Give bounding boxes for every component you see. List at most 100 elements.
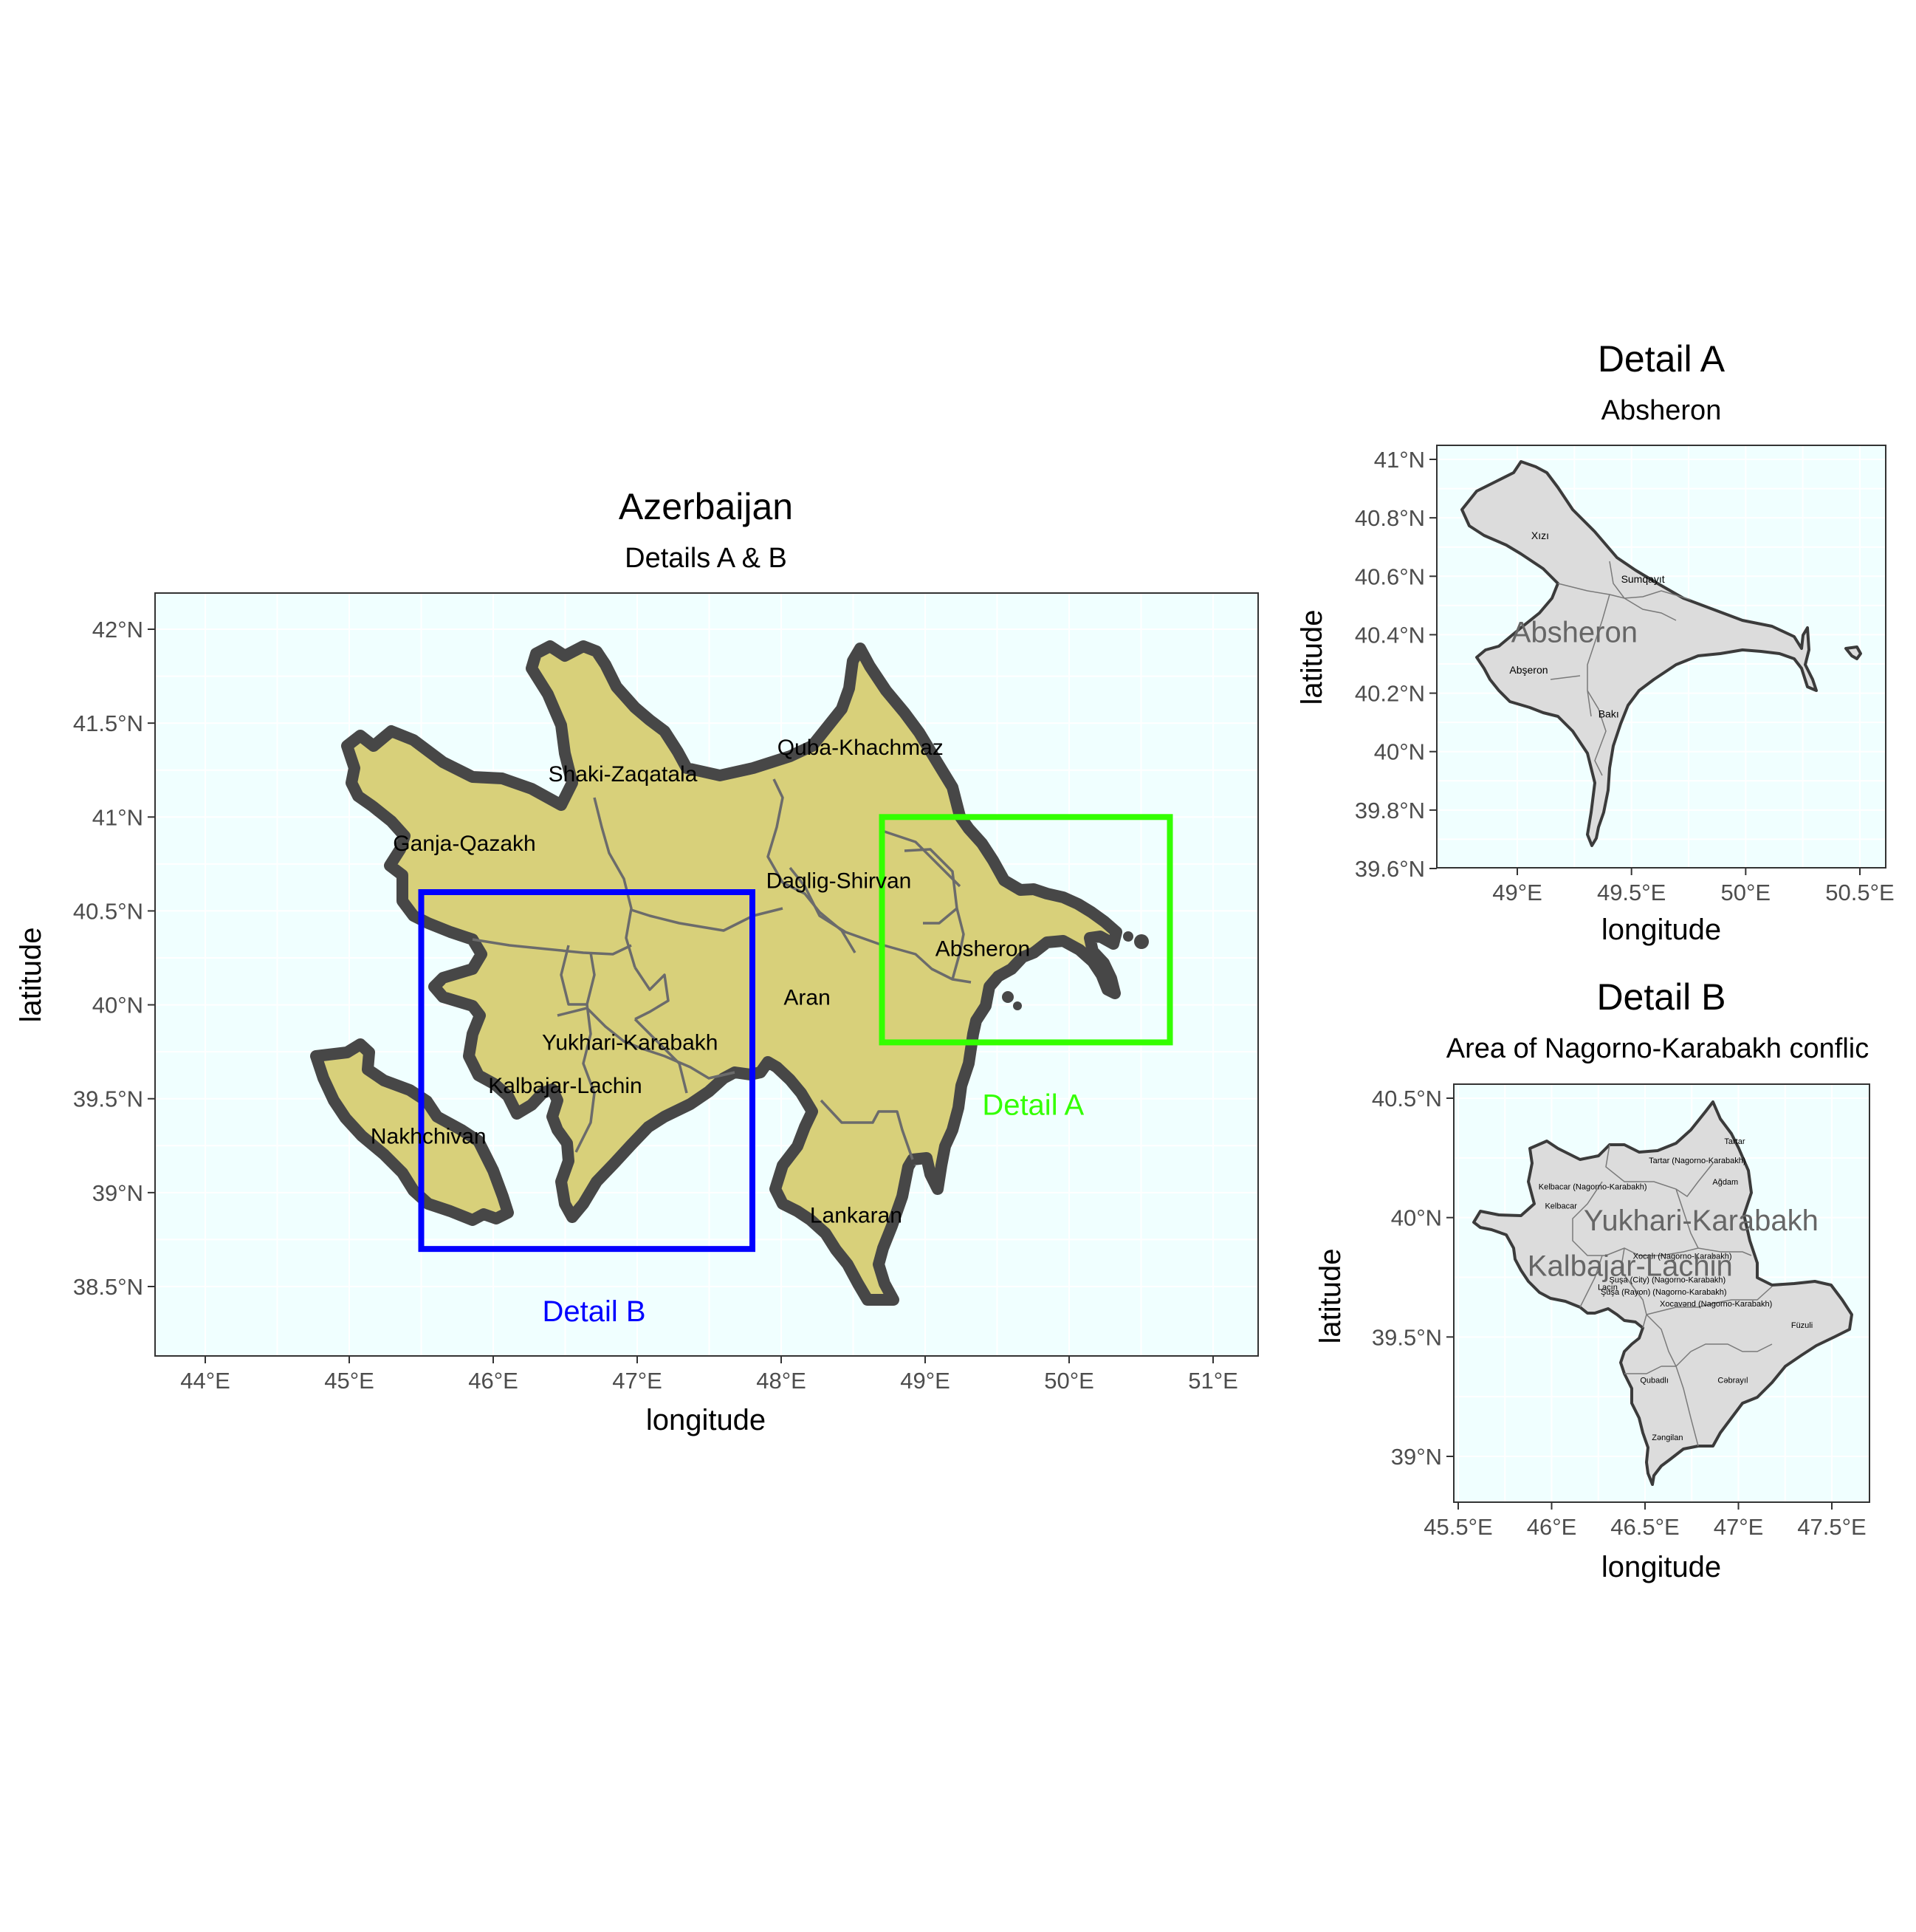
detail-a-ticks: 49°E 49.5°E 50°E 50.5°E 39.6°N 39.8°N 40°N 40.2…: [1355, 447, 1895, 905]
detail-a-district-label: Abşeron: [1509, 664, 1548, 676]
main-map-x-tick-label: 44°E: [180, 1368, 230, 1394]
detail-a-box: [879, 814, 1173, 1046]
region-label-ganja-qazakh: Ganja-Qazakh: [393, 832, 535, 856]
region-label-aran: Aran: [783, 985, 830, 1010]
detail-a-y-tick-label: 39.8°N: [1355, 798, 1425, 823]
main-map-y-tick-label: 42°N: [92, 617, 143, 643]
detail-b-title: Detail B: [1596, 976, 1726, 1018]
main-map-title: Azerbaijan: [619, 486, 793, 527]
region-label-daglig-shirvan: Daglig-Shirvan: [766, 869, 912, 894]
main-map-y-tick-label: 38.5°N: [73, 1274, 143, 1300]
detail-a-y-tick-label: 40.6°N: [1355, 564, 1425, 589]
detail-a-y-tick-label: 40°N: [1374, 739, 1425, 765]
karabakh-area-shape: [1472, 1100, 1853, 1486]
detail-b-district-label: Şuşa (City) (Nagorno-Karabakh): [1609, 1276, 1726, 1285]
caspian-island-south-2: [1013, 1001, 1022, 1010]
detail-b-district-label: Cəbrayıl: [1717, 1377, 1748, 1385]
detail-a-y-tick-label: 40.4°N: [1355, 622, 1425, 648]
absheron-island-small: [1123, 931, 1133, 942]
main-map-y-tick-label: 39.5°N: [73, 1086, 143, 1112]
region-label-quba-khachmaz: Quba-Khachmaz: [777, 736, 944, 760]
detail-a-y-tick-label: 40.8°N: [1355, 505, 1425, 531]
detail-b-box: [418, 889, 755, 1253]
detail-b-district-label: Tartar: [1724, 1137, 1745, 1146]
main-map-y-tick-label: 39°N: [92, 1180, 143, 1206]
caspian-island-south: [1002, 991, 1014, 1003]
main-map-ticks: 44°E 45°E 46°E 47°E 48°E 49°E 50°E 51°E 38.5°N 39…: [73, 617, 1238, 1394]
nakhchivan-outline: [310, 1038, 514, 1226]
detail-b-x-tick-label: 46.5°E: [1610, 1514, 1679, 1540]
main-map-x-tick-label: 49°E: [900, 1368, 950, 1394]
absheron-district-borders: [1550, 561, 1692, 776]
detail-a-label: Detail A: [982, 1089, 1084, 1121]
detail-a-y-tick-label: 39.6°N: [1355, 856, 1425, 882]
main-map-panel: Azerbaijan Details A & B: [15, 486, 1259, 1436]
detail-a-labels: Absheron Xızı Sumqayıt Abşeron Bakı: [1509, 530, 1664, 719]
main-map-x-tick-label: 50°E: [1044, 1368, 1094, 1394]
detail-a-panel: Detail A Absheron AbsheronXızıSumqayıtAb…: [1296, 338, 1895, 946]
detail-a-y-axis-label: latitude: [1296, 610, 1328, 705]
detail-a-x-tick-label: 50.5°E: [1825, 880, 1894, 905]
detail-b-y-tick-label: 40°N: [1391, 1205, 1442, 1231]
main-map-x-tick-label: 48°E: [756, 1368, 806, 1394]
detail-a-district-label: Bakı: [1599, 708, 1619, 719]
detail-a-x-axis-label: longitude: [1601, 914, 1721, 946]
detail-b-panel: Detail B Area of Nagorno-Karabakh confli…: [1314, 976, 1870, 1583]
detail-b-district-label: Xocalı (Nagorno-Karabakh): [1633, 1252, 1732, 1261]
absheron-island-east: [1134, 934, 1149, 949]
main-map-x-tick-label: 46°E: [468, 1368, 518, 1394]
detail-b-district-label: Zəngilan: [1652, 1433, 1683, 1442]
detail-b-district-label: Qubadlı: [1640, 1377, 1669, 1385]
detail-a-x-tick-label: 50°E: [1721, 880, 1771, 905]
detail-a-region-label: Absheron: [1511, 616, 1638, 648]
main-map-region-labels: Shaki-Zaqatala Quba-Khachmaz Ganja-Qazakh D…: [371, 736, 1030, 1227]
detail-a-frame: [1436, 445, 1886, 869]
main-map-y-tick-label: 41°N: [92, 804, 143, 830]
detail-b-x-axis-label: longitude: [1601, 1551, 1721, 1583]
detail-a-y-tick-label: 40.2°N: [1355, 681, 1425, 707]
detail-b-region-label: Kalbajar-Lachin: [1528, 1250, 1733, 1282]
main-map-subtitle: Details A & B: [625, 543, 787, 574]
detail-a-y-tick-label: 41°N: [1374, 447, 1425, 473]
detail-b-district-label: Xocavənd (Nagorno-Karabakh): [1660, 1300, 1772, 1309]
azerbaijan-outline: [341, 640, 1122, 1306]
karabakh-district-borders: [1572, 1144, 1773, 1447]
absheron-peninsula-shape: [1460, 460, 1818, 847]
region-label-shaki-zaqatala: Shaki-Zaqatala: [549, 762, 698, 787]
detail-a-x-tick-label: 49.5°E: [1597, 880, 1666, 905]
region-label-yukhari-karabakh: Yukhari-Karabakh: [542, 1030, 718, 1055]
main-map-x-axis-label: longitude: [646, 1404, 766, 1436]
region-label-nakhchivan: Nakhchivan: [371, 1125, 487, 1149]
detail-b-x-tick-label: 46°E: [1527, 1514, 1577, 1540]
region-label-kalbajar-lachin: Kalbajar-Lachin: [488, 1074, 642, 1098]
detail-a-district-label: Sumqayıt: [1621, 573, 1665, 585]
main-map-frame: [154, 592, 1259, 1357]
detail-a-x-tick-label: 49°E: [1492, 880, 1542, 905]
main-map-y-axis-label: latitude: [15, 928, 47, 1023]
detail-a-title: Detail A: [1598, 338, 1726, 380]
region-label-absheron: Absheron: [935, 936, 1030, 961]
main-map-y-tick-label: 40°N: [92, 993, 143, 1018]
region-label-lankaran: Lankaran: [810, 1203, 902, 1227]
detail-a-district-label: Xızı: [1531, 530, 1549, 541]
detail-b-y-tick-label: 39.5°N: [1372, 1324, 1442, 1350]
main-map-x-tick-label: 47°E: [612, 1368, 662, 1394]
detail-b-x-tick-label: 45.5°E: [1424, 1514, 1492, 1540]
main-map-x-tick-label: 51°E: [1188, 1368, 1238, 1394]
detail-b-district-label: Tartar (Nagorno-Karabakh): [1649, 1157, 1745, 1165]
main-map-x-tick-label: 45°E: [324, 1368, 374, 1394]
detail-b-label: Detail B: [542, 1295, 645, 1328]
detail-b-district-label: Kelbacar (Nagorno-Karabakh): [1539, 1183, 1647, 1192]
detail-b-x-tick-label: 47.5°E: [1797, 1514, 1866, 1540]
detail-b-x-tick-label: 47°E: [1714, 1514, 1764, 1540]
detail-b-subtitle: Area of Nagorno-Karabakh conflic: [1446, 1033, 1869, 1064]
detail-b-y-tick-label: 40.5°N: [1372, 1086, 1442, 1111]
detail-b-region-label: Yukhari-Karabakh: [1584, 1205, 1819, 1237]
detail-b-district-label: Kelbacar: [1545, 1202, 1577, 1211]
detail-b-district-label: Füzuli: [1791, 1321, 1813, 1330]
detail-a-subtitle: Absheron: [1601, 395, 1722, 426]
detail-b-district-label: Ağdam: [1712, 1178, 1738, 1187]
main-map-y-tick-label: 41.5°N: [73, 710, 143, 736]
detail-b-ticks: 45.5°E 46°E 46.5°E 47°E 47.5°E 39°N 39.5°N 40°N…: [1372, 1086, 1867, 1540]
